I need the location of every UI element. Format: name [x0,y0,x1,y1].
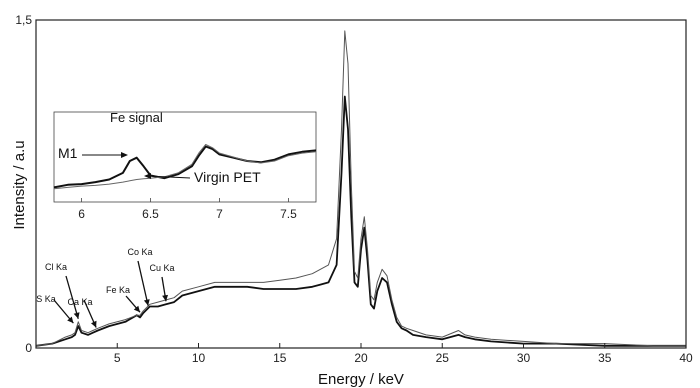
y-tick-label-1: 0 [25,341,32,355]
peak-label-2: Cl Ka [45,262,67,272]
peak-label-1: S Ka [36,294,56,304]
y-axis-ticks: 01,5 [15,13,41,355]
inset-legend-virgin-label: Virgin PET [194,169,261,185]
inset-legend-m1-label: M1 [58,145,78,161]
x-tick-label-5: 25 [436,351,450,365]
peak-arrowhead-4 [133,305,140,313]
inset-axis-frame [53,111,317,203]
x-tick-label-4: 20 [354,351,368,365]
inset-x-tick-label-3: 7 [216,207,223,221]
x-tick-label-1: 5 [114,351,121,365]
inset-series-line-2 [53,144,317,190]
main-series-group [35,30,686,347]
inset-legend-virgin-arrowhead [144,173,151,179]
x-tick-label-2: 10 [192,351,206,365]
y-tick-label-2: 1,5 [15,13,32,27]
peak-arrowhead-6 [162,294,168,302]
x-tick-label-6: 30 [517,351,531,365]
peak-arrow-2 [65,275,79,319]
inset-legend-m1-arrowhead [121,152,128,158]
series-line-2 [35,30,686,347]
inset-x-tick-label-2: 6.5 [142,207,159,221]
y-axis-label: Intensity / a.u [11,140,28,229]
fe-signal-inset: 6 6.5 7 7.5 Fe signal M1 Virgin PET [53,110,317,221]
peak-label-3: Ca Ka [67,297,92,307]
inset-title: Fe signal [110,110,163,125]
series-line-1 [35,95,686,347]
peak-arrow-5 [137,260,149,306]
inset-x-ticks: 6 6.5 7 7.5 [78,198,297,221]
peak-annotations: S Ka Cl Ka Ca Ka Fe Ka Co Ka Cu Ka [36,247,175,328]
inset-legend-virgin-pointer [147,175,191,179]
x-tick-label-8: 40 [679,351,693,365]
x-tick-label-7: 35 [598,351,612,365]
peak-label-6: Cu Ka [149,263,174,273]
peak-arrowhead-1 [67,316,74,324]
inset-series-group [53,144,317,190]
inset-series-line-1 [53,145,317,189]
peak-arrowhead-2 [73,312,80,319]
x-axis-ticks: 5 10 15 20 25 30 35 40 [114,343,693,365]
peak-label-5: Co Ka [127,247,152,257]
inset-x-tick-label-4: 7.5 [280,207,297,221]
peak-arrowhead-3 [91,320,97,328]
peak-arrowhead-5 [143,299,150,306]
x-tick-label-3: 15 [273,351,287,365]
inset-x-tick-label-1: 6 [78,207,85,221]
x-axis-label: Energy / keV [318,371,404,388]
peak-label-4: Fe Ka [106,285,130,295]
